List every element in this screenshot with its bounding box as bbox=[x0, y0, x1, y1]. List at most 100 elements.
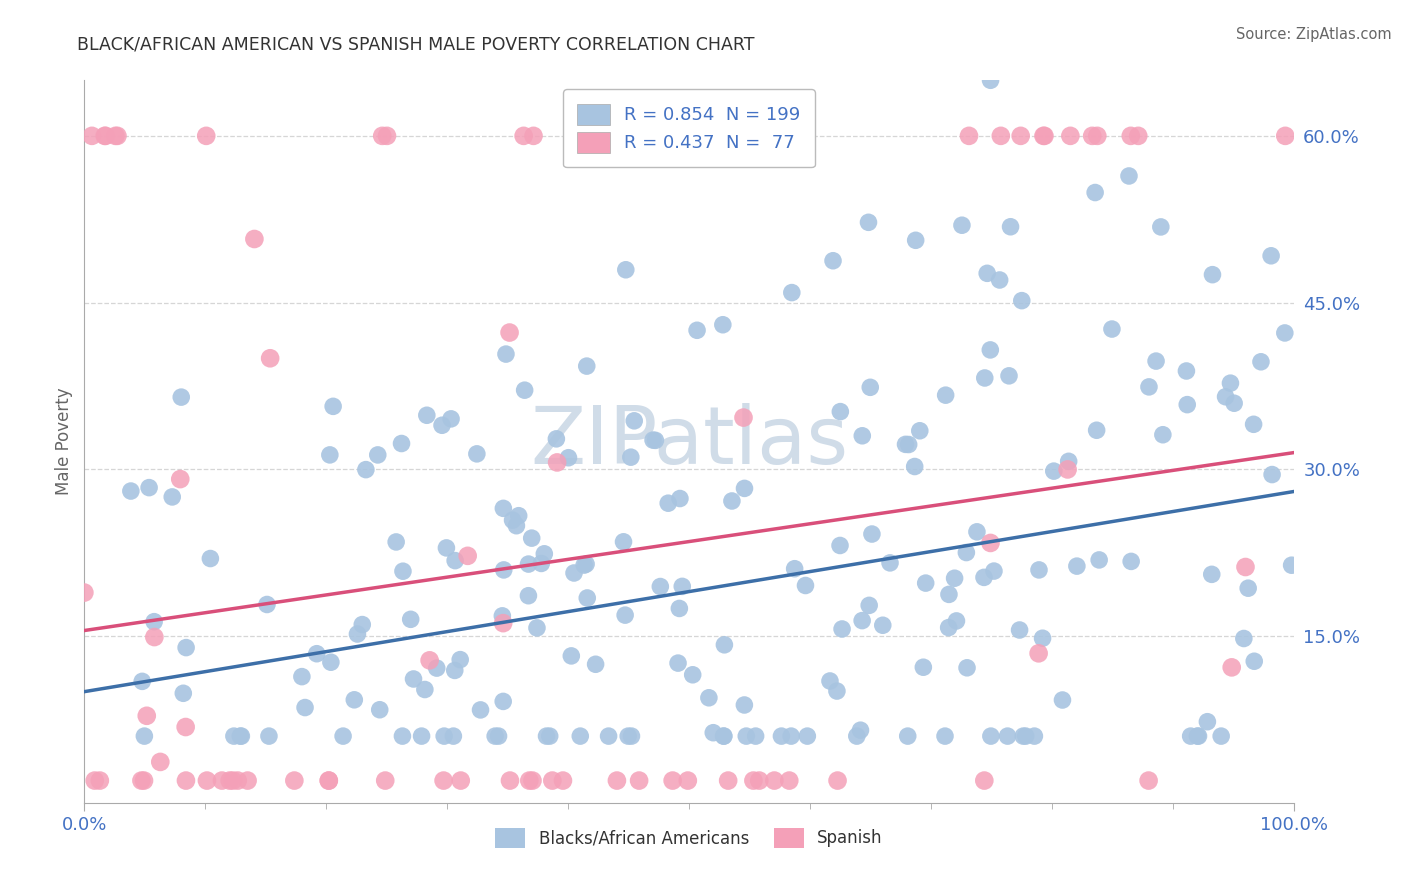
Point bbox=[1274, 326, 1296, 340]
Point bbox=[134, 729, 156, 743]
Point bbox=[1187, 729, 1209, 743]
Point bbox=[849, 723, 872, 738]
Point bbox=[778, 773, 800, 788]
Point bbox=[546, 432, 568, 446]
Point bbox=[399, 612, 422, 626]
Point bbox=[657, 496, 679, 510]
Point bbox=[1215, 390, 1237, 404]
Point bbox=[1028, 646, 1050, 660]
Point bbox=[1010, 128, 1032, 143]
Point bbox=[294, 700, 316, 714]
Point bbox=[938, 587, 960, 601]
Point bbox=[676, 773, 699, 788]
Point bbox=[748, 773, 770, 788]
Point bbox=[988, 273, 1011, 287]
Point bbox=[980, 73, 1002, 87]
Point bbox=[1260, 249, 1282, 263]
Point bbox=[1012, 729, 1035, 743]
Text: ZIPatlas: ZIPatlas bbox=[530, 402, 848, 481]
Point bbox=[1175, 364, 1198, 378]
Point bbox=[1066, 559, 1088, 574]
Point bbox=[538, 729, 561, 743]
Point bbox=[441, 729, 464, 743]
Point bbox=[1201, 567, 1223, 582]
Point bbox=[520, 531, 543, 545]
Point bbox=[860, 527, 883, 541]
Point bbox=[744, 729, 766, 743]
Point bbox=[1261, 467, 1284, 482]
Point bbox=[222, 773, 245, 788]
Point bbox=[997, 729, 1019, 743]
Point bbox=[1144, 354, 1167, 368]
Point bbox=[697, 690, 720, 705]
Point bbox=[713, 729, 735, 743]
Point bbox=[569, 729, 592, 743]
Point bbox=[976, 266, 998, 280]
Point bbox=[950, 218, 973, 232]
Point bbox=[780, 729, 803, 743]
Point bbox=[671, 579, 693, 593]
Point bbox=[89, 773, 111, 788]
Point bbox=[945, 614, 967, 628]
Point bbox=[585, 657, 607, 672]
Point bbox=[614, 608, 637, 623]
Point bbox=[1056, 462, 1078, 476]
Point bbox=[83, 773, 105, 788]
Point bbox=[662, 128, 685, 143]
Point bbox=[650, 580, 672, 594]
Point bbox=[1281, 558, 1303, 573]
Point bbox=[211, 773, 233, 788]
Point bbox=[546, 455, 568, 469]
Point bbox=[94, 128, 117, 143]
Point bbox=[354, 462, 377, 476]
Point bbox=[1119, 128, 1142, 143]
Point bbox=[170, 390, 193, 404]
Point bbox=[1237, 581, 1260, 595]
Point bbox=[980, 729, 1002, 743]
Point bbox=[533, 547, 555, 561]
Point bbox=[908, 424, 931, 438]
Point bbox=[1085, 423, 1108, 437]
Point bbox=[526, 621, 548, 635]
Point bbox=[440, 412, 463, 426]
Point bbox=[318, 773, 340, 788]
Point bbox=[541, 773, 564, 788]
Point bbox=[904, 233, 927, 247]
Point bbox=[1057, 454, 1080, 468]
Point bbox=[392, 564, 415, 578]
Point bbox=[229, 729, 252, 743]
Point bbox=[934, 729, 956, 743]
Point bbox=[416, 409, 439, 423]
Point bbox=[104, 128, 127, 143]
Point bbox=[172, 686, 194, 700]
Point bbox=[131, 773, 153, 788]
Point bbox=[491, 608, 513, 623]
Point bbox=[243, 232, 266, 246]
Point bbox=[979, 536, 1001, 550]
Point bbox=[1121, 554, 1143, 568]
Point bbox=[1088, 553, 1111, 567]
Point bbox=[780, 285, 803, 300]
Point bbox=[666, 656, 689, 670]
Point bbox=[391, 729, 413, 743]
Point bbox=[1028, 563, 1050, 577]
Point bbox=[457, 549, 479, 563]
Point bbox=[512, 128, 534, 143]
Point bbox=[1137, 380, 1160, 394]
Point bbox=[135, 708, 157, 723]
Point bbox=[1101, 322, 1123, 336]
Point bbox=[444, 554, 467, 568]
Point bbox=[492, 694, 515, 708]
Point bbox=[912, 660, 935, 674]
Point bbox=[536, 729, 558, 743]
Point bbox=[682, 667, 704, 681]
Point bbox=[1052, 693, 1074, 707]
Point bbox=[1233, 632, 1256, 646]
Point bbox=[426, 661, 449, 675]
Point bbox=[955, 545, 977, 559]
Point bbox=[322, 400, 344, 414]
Point bbox=[367, 448, 389, 462]
Point bbox=[914, 576, 936, 591]
Point bbox=[717, 773, 740, 788]
Point bbox=[1243, 654, 1265, 668]
